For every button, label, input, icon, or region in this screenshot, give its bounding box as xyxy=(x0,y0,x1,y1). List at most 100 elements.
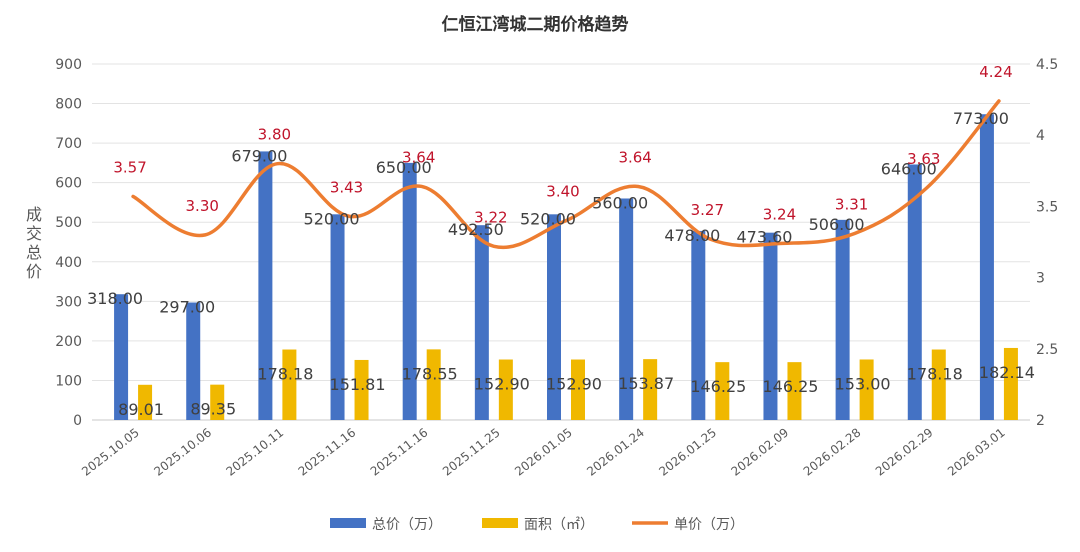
legend-label: 总价（万） xyxy=(372,517,442,533)
bar-value-label: 520.00 xyxy=(520,209,576,228)
y-left-tick-label: 200 xyxy=(55,334,82,350)
bar-value-label: 153.87 xyxy=(618,374,674,393)
x-tick-label: 2025.10.05 xyxy=(79,425,142,478)
bar-value-label: 146.25 xyxy=(762,377,818,396)
bar-value-label: 151.81 xyxy=(330,375,386,394)
bar-value-label: 679.00 xyxy=(231,146,287,165)
bar xyxy=(931,349,946,420)
line-value-label: 3.63 xyxy=(907,150,940,168)
bar-value-label: 318.00 xyxy=(87,289,143,308)
y-right-tick-label: 2 xyxy=(1036,413,1045,429)
y-right-tick-label: 3.5 xyxy=(1036,199,1058,215)
line-value-label: 3.64 xyxy=(402,148,435,166)
y-left-tick-label: 500 xyxy=(55,215,82,231)
line-value-label: 3.80 xyxy=(258,126,291,144)
bar xyxy=(354,359,369,420)
y-left-tick-label: 0 xyxy=(73,413,82,429)
bar xyxy=(186,302,201,420)
line-value-label: 3.40 xyxy=(546,183,579,201)
y-right-tick-label: 3 xyxy=(1036,271,1045,287)
bar-value-label: 560.00 xyxy=(592,193,648,212)
line-value-label: 3.64 xyxy=(618,148,651,166)
bar-value-label: 492.50 xyxy=(448,220,504,239)
line-value-label: 3.22 xyxy=(474,208,507,226)
bar-value-label: 152.90 xyxy=(474,375,530,394)
bar-value-label: 650.00 xyxy=(376,158,432,177)
bar xyxy=(979,114,994,420)
bar xyxy=(282,349,297,420)
bar xyxy=(571,359,585,420)
x-tick-label: 2026.02.09 xyxy=(729,425,792,478)
bar xyxy=(619,198,634,420)
y-left-tick-label: 900 xyxy=(55,57,82,73)
x-tick-label: 2026.03.01 xyxy=(945,425,1008,478)
x-tick-label: 2026.02.28 xyxy=(801,425,864,478)
y-axis-title-char: 交 xyxy=(26,224,42,243)
bar-value-label: 153.00 xyxy=(835,374,891,393)
bar xyxy=(835,219,850,420)
bar-series xyxy=(114,114,1018,420)
chart-title: 仁恒江湾城二期价格趋势 xyxy=(442,14,629,35)
x-tick-label: 2025.10.11 xyxy=(223,425,286,478)
y-axis-left: 0 100 200 300 400 500 600 700 800 900 xyxy=(55,57,82,429)
bar xyxy=(691,230,706,420)
bar xyxy=(715,362,730,420)
bar-value-label: 297.00 xyxy=(159,298,215,317)
bar xyxy=(402,162,417,420)
legend-label: 面积（㎡） xyxy=(524,517,594,533)
legend-swatch xyxy=(330,518,366,528)
bar xyxy=(498,359,513,420)
line-value-label: 3.27 xyxy=(691,201,724,219)
data-labels: 318.00 297.00 679.00 520.00 650.00 492.50 520.… xyxy=(87,63,1035,419)
y-left-tick-label: 700 xyxy=(55,136,82,152)
x-tick-label: 2025.11.16 xyxy=(368,425,431,478)
bar xyxy=(859,359,874,420)
bar-value-label: 773.00 xyxy=(953,109,1009,128)
bar-value-label: 506.00 xyxy=(809,215,865,234)
bar-value-label: 520.00 xyxy=(304,209,360,228)
bar xyxy=(474,225,489,420)
y-axis-right: 2 2.5 3 3.5 4 4.5 xyxy=(1036,57,1058,429)
legend: 总价（万） 面积（㎡） 单价（万） xyxy=(330,517,744,533)
y-right-tick-label: 4 xyxy=(1036,128,1045,144)
bar-value-label: 646.00 xyxy=(881,159,937,178)
line-value-label: 3.43 xyxy=(330,178,363,196)
bar xyxy=(138,384,153,420)
bar xyxy=(787,362,802,420)
y-axis-title-char: 总 xyxy=(26,243,42,262)
y-axis-title-char: 成 xyxy=(26,205,42,224)
bar-value-label: 178.18 xyxy=(907,365,963,384)
bar xyxy=(763,232,778,420)
line-value-label: 3.24 xyxy=(763,205,796,223)
bar xyxy=(114,294,129,420)
legend-label: 单价（万） xyxy=(674,517,744,533)
bar-value-label: 182.14 xyxy=(979,363,1035,382)
line-series xyxy=(131,99,1001,250)
bar xyxy=(547,214,561,420)
y-axis-title-char: 价 xyxy=(26,262,42,281)
y-left-tick-label: 600 xyxy=(55,176,82,192)
bar-value-label: 478.00 xyxy=(664,226,720,245)
x-tick-label: 2025.11.16 xyxy=(296,425,359,478)
y-right-tick-label: 2.5 xyxy=(1036,342,1058,358)
line-value-label: 3.57 xyxy=(113,158,146,176)
bar xyxy=(907,164,922,420)
bar xyxy=(426,349,441,420)
bar-value-label: 178.55 xyxy=(402,364,458,383)
bar xyxy=(643,359,658,420)
bar xyxy=(210,384,225,420)
y-left-tick-label: 300 xyxy=(55,294,82,310)
bar xyxy=(330,214,345,420)
bar-value-label: 152.90 xyxy=(546,375,602,394)
x-tick-label: 2026.02.29 xyxy=(873,425,936,478)
x-tick-label: 2025.10.06 xyxy=(151,425,214,478)
bar-value-label: 89.35 xyxy=(190,400,236,419)
y-left-tick-label: 400 xyxy=(55,255,82,271)
x-tick-label: 2026.01.25 xyxy=(656,425,719,478)
bar xyxy=(1003,347,1018,420)
line-value-label: 3.31 xyxy=(835,195,868,213)
bar-value-label: 178.18 xyxy=(257,365,313,384)
line-value-label: 3.30 xyxy=(186,197,219,215)
